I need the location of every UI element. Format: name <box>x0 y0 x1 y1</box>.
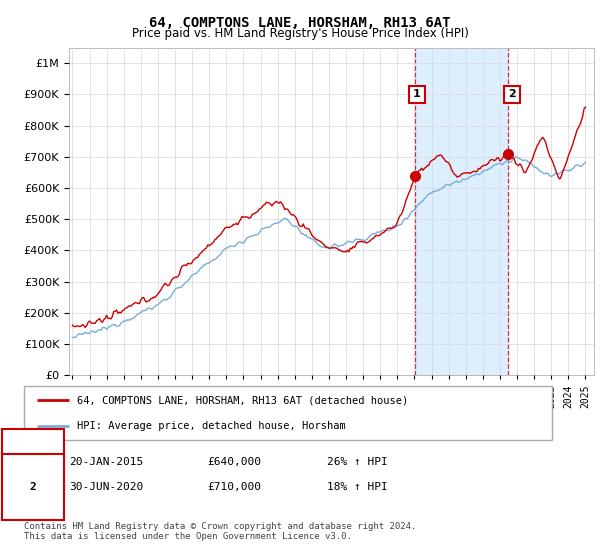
Bar <box>415 48 508 375</box>
Text: Price paid vs. HM Land Registry's House Price Index (HPI): Price paid vs. HM Land Registry's House … <box>131 27 469 40</box>
Text: 18% ↑ HPI: 18% ↑ HPI <box>327 482 388 492</box>
Text: 2: 2 <box>29 482 37 492</box>
Text: 1: 1 <box>29 457 37 467</box>
Text: 20-JAN-2015: 20-JAN-2015 <box>69 457 143 467</box>
Text: 64, COMPTONS LANE, HORSHAM, RH13 6AT: 64, COMPTONS LANE, HORSHAM, RH13 6AT <box>149 16 451 30</box>
Text: £640,000: £640,000 <box>207 457 261 467</box>
Text: £710,000: £710,000 <box>207 482 261 492</box>
Text: HPI: Average price, detached house, Horsham: HPI: Average price, detached house, Hors… <box>77 421 346 431</box>
Text: 64, COMPTONS LANE, HORSHAM, RH13 6AT (detached house): 64, COMPTONS LANE, HORSHAM, RH13 6AT (de… <box>77 395 408 405</box>
Text: 1: 1 <box>413 90 421 100</box>
Text: 30-JUN-2020: 30-JUN-2020 <box>69 482 143 492</box>
Text: Contains HM Land Registry data © Crown copyright and database right 2024.
This d: Contains HM Land Registry data © Crown c… <box>24 522 416 542</box>
Text: 2: 2 <box>508 90 516 100</box>
Text: 26% ↑ HPI: 26% ↑ HPI <box>327 457 388 467</box>
